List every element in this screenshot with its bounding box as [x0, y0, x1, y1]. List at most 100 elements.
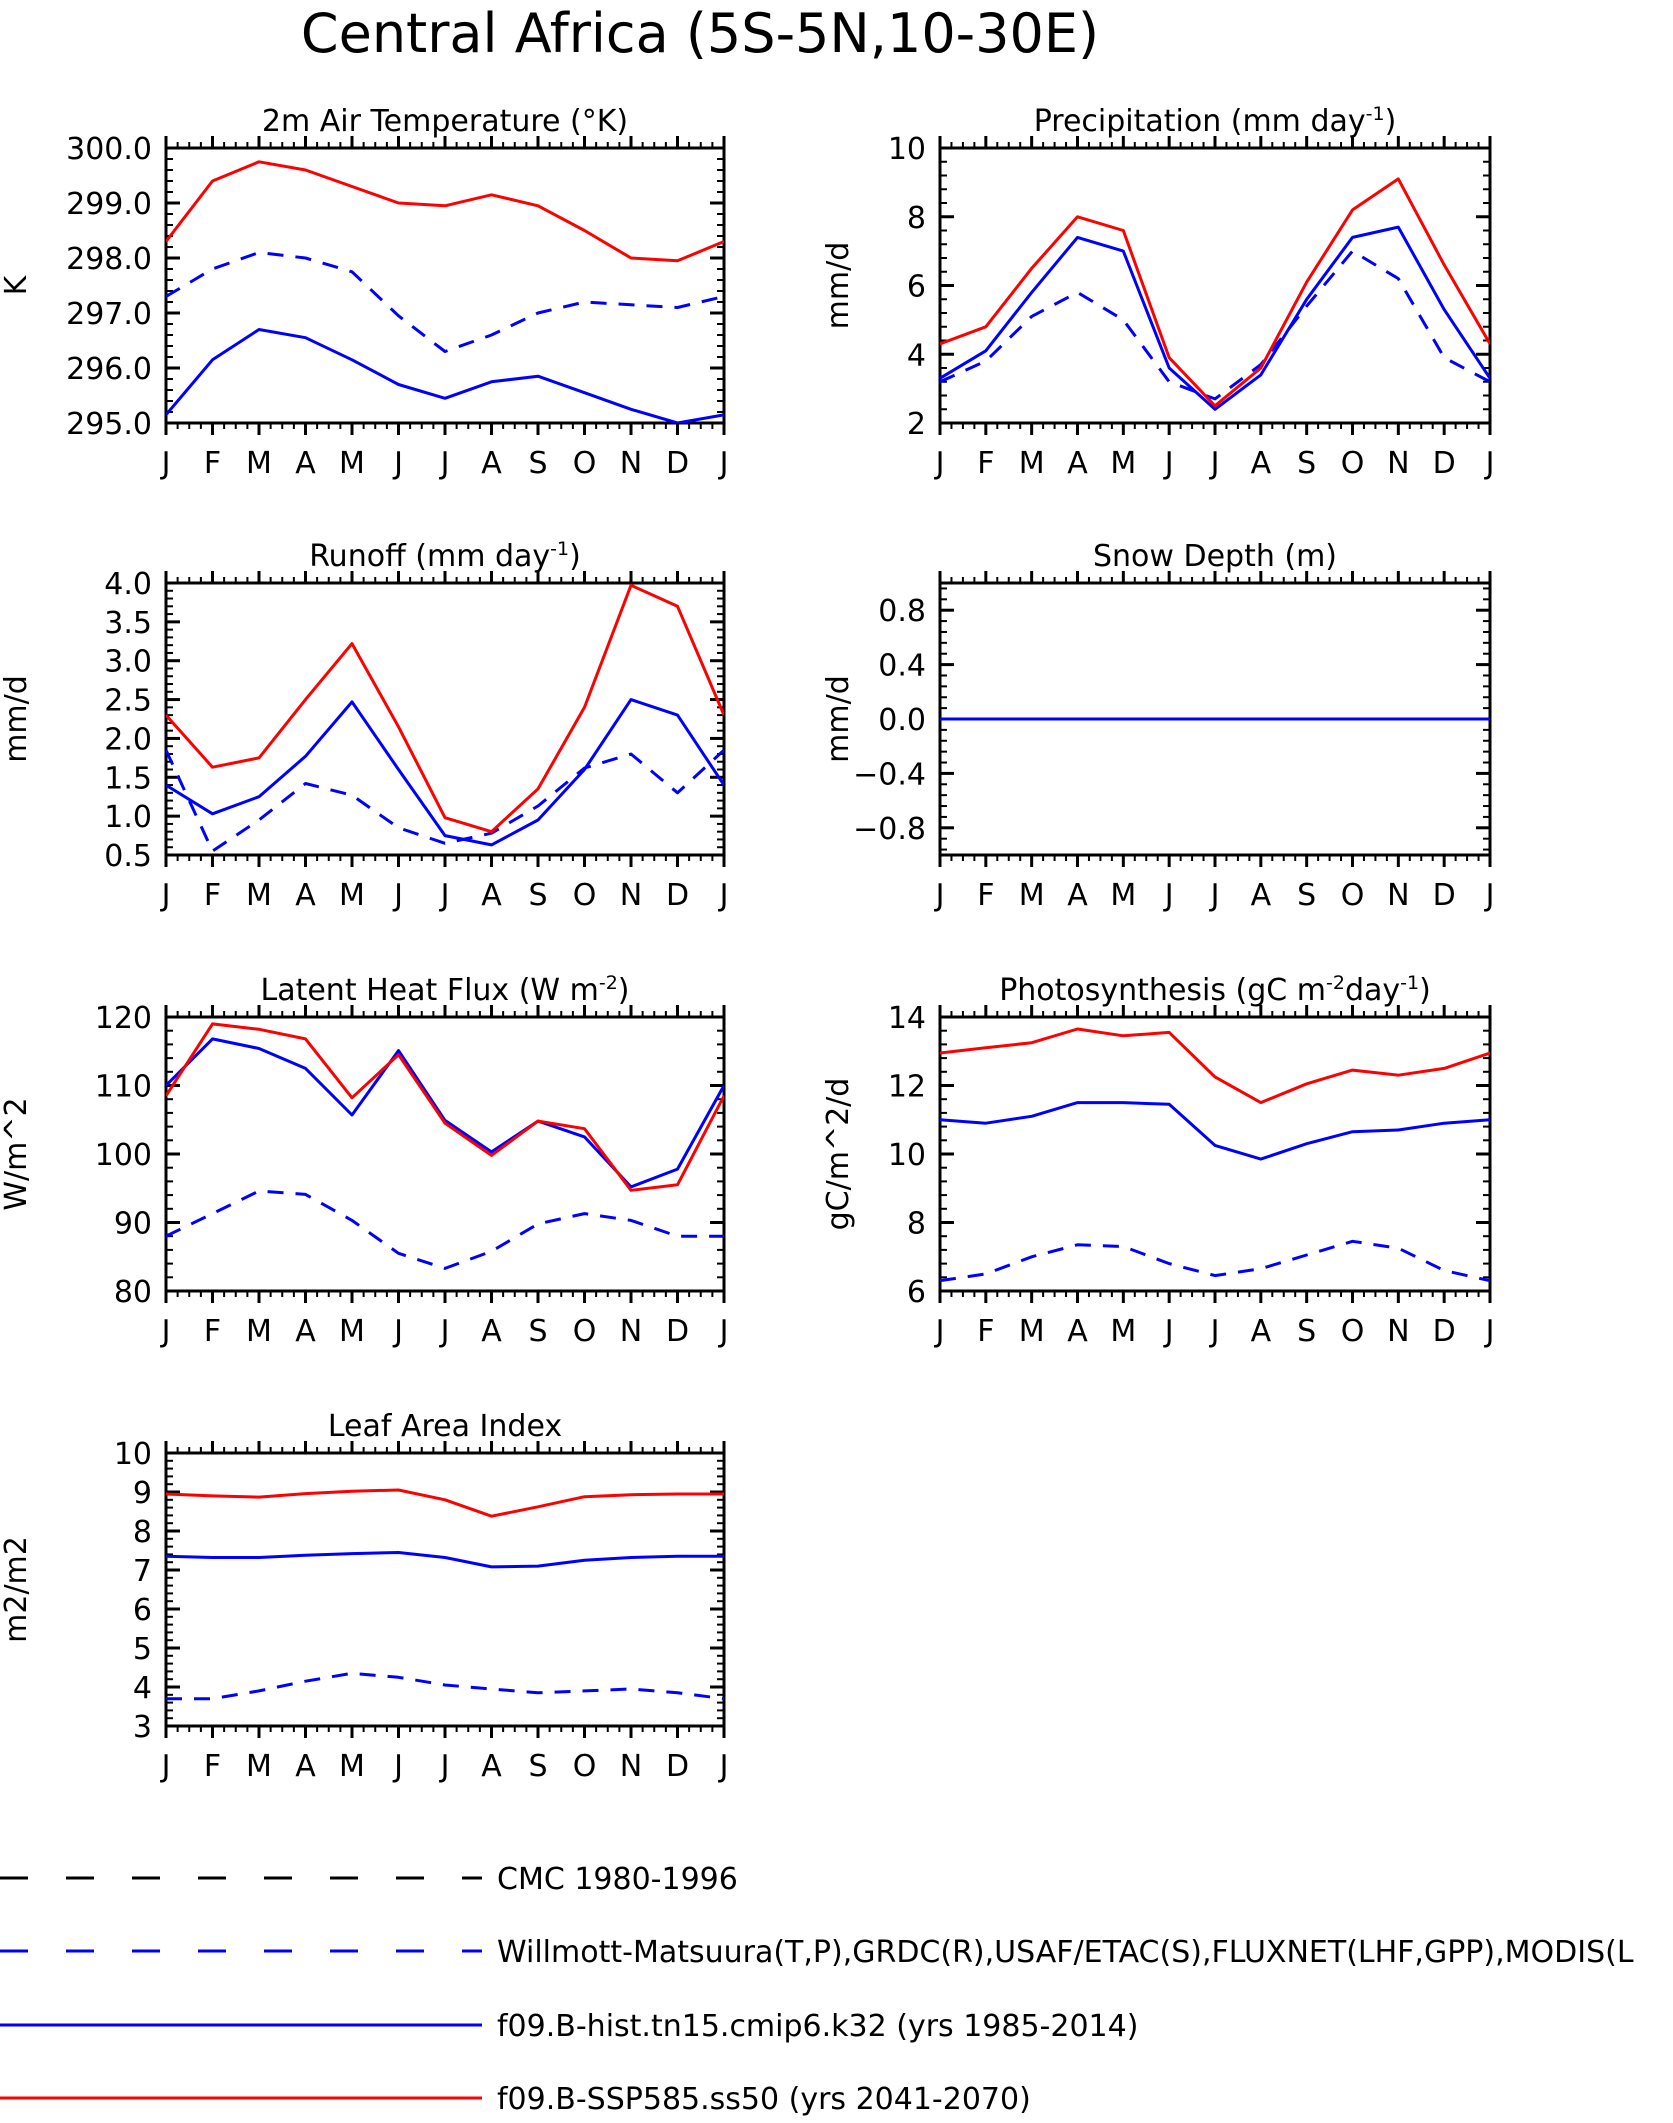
x-tick-label: A [1251, 446, 1272, 481]
x-tick-label: J [718, 1314, 729, 1349]
legend-label-hist: f09.B-hist.tn15.cmip6.k32 (yrs 1985-2014… [497, 2009, 1138, 2044]
y-tick-label: 296.0 [66, 352, 152, 387]
series-line-ssp [166, 583, 724, 834]
y-tick-label: 2.5 [104, 684, 152, 719]
x-tick-label: O [573, 446, 597, 481]
x-tick-label: F [204, 1749, 221, 1784]
series-line-obs [166, 748, 724, 853]
x-tick-label: A [295, 1749, 316, 1784]
series-line-hist [166, 328, 724, 423]
y-axis-label: K [0, 274, 34, 295]
y-tick-label: 8 [907, 201, 926, 236]
x-tick-label: F [977, 1314, 994, 1349]
y-tick-label: 12 [888, 1070, 926, 1105]
x-tick-label: S [1297, 446, 1316, 481]
plot-frame [938, 146, 1492, 425]
series-line-hist [166, 1037, 724, 1189]
y-tick-label: 0.4 [878, 649, 926, 684]
x-tick-label: D [666, 446, 689, 481]
x-tick-label: M [1110, 878, 1136, 913]
x-tick-label: A [481, 1314, 502, 1349]
x-tick-label: D [1433, 878, 1456, 913]
series-line-obs [166, 1671, 724, 1701]
chart-title: Runoff (mm day-1) [309, 538, 581, 574]
y-tick-label: 6 [907, 270, 926, 305]
x-tick-label: J [439, 1314, 450, 1349]
chart-title: Precipitation (mm day-1) [1034, 103, 1397, 139]
x-tick-label: D [666, 1314, 689, 1349]
x-tick-label: M [339, 878, 365, 913]
y-tick-label: 3.5 [104, 606, 152, 641]
y-tick-label: 9 [133, 1476, 152, 1511]
y-tick-label: 14 [888, 1001, 926, 1036]
y-tick-label: 0.0 [878, 703, 926, 738]
x-tick-label: A [1067, 1314, 1088, 1349]
y-axis-label: W/m^2 [0, 1097, 34, 1210]
series-line-hist [166, 698, 724, 847]
y-tick-label: 2 [907, 407, 926, 442]
x-tick-label: N [1387, 446, 1409, 481]
x-tick-label: F [204, 446, 221, 481]
x-tick-label: A [481, 878, 502, 913]
legend-label-ssp: f09.B-SSP585.ss50 (yrs 2041-2070) [497, 2082, 1031, 2117]
x-tick-label: J [1209, 446, 1220, 481]
x-tick-label: O [573, 1314, 597, 1349]
x-tick-label: A [295, 446, 316, 481]
y-tick-label: 80 [114, 1275, 152, 1310]
y-tick-label: 0.8 [878, 594, 926, 629]
chart-title: Leaf Area Index [328, 1409, 562, 1444]
y-tick-label: 120 [95, 1001, 152, 1036]
x-tick-label: S [528, 1749, 547, 1784]
x-tick-label: D [1433, 1314, 1456, 1349]
x-tick-label: O [1341, 878, 1365, 913]
x-tick-label: F [204, 1314, 221, 1349]
x-tick-label: M [1019, 446, 1045, 481]
y-axis-label: m2/m2 [0, 1536, 34, 1643]
y-tick-label: 3.0 [104, 645, 152, 680]
y-tick-label: 10 [888, 132, 926, 167]
x-tick-label: J [1484, 1314, 1495, 1349]
x-tick-label: M [246, 878, 272, 913]
x-tick-label: A [1251, 878, 1272, 913]
x-tick-label: A [295, 1314, 316, 1349]
y-tick-label: 2.0 [104, 722, 152, 757]
x-tick-label: M [1110, 1314, 1136, 1349]
y-tick-label: 297.0 [66, 297, 152, 332]
x-tick-label: S [1297, 878, 1316, 913]
y-tick-label: 8 [133, 1515, 152, 1550]
plot-frame [938, 1015, 1492, 1293]
x-tick-label: J [1209, 1314, 1220, 1349]
x-tick-label: N [620, 1749, 642, 1784]
series-line-ssp [166, 160, 724, 263]
y-tick-label: 3 [133, 1710, 152, 1745]
chart-title: Snow Depth (m) [1093, 539, 1337, 574]
plot-frame [164, 146, 726, 425]
x-tick-label: J [1209, 878, 1220, 913]
y-tick-label: −0.4 [853, 757, 926, 792]
x-tick-label: J [392, 1749, 403, 1784]
x-tick-label: J [160, 878, 171, 913]
x-tick-label: J [934, 1314, 945, 1349]
plot-frame [164, 1015, 726, 1293]
x-tick-label: M [1019, 1314, 1045, 1349]
x-tick-label: M [339, 446, 365, 481]
x-tick-label: M [246, 1749, 272, 1784]
y-tick-label: 1.5 [104, 761, 152, 796]
chart-title: 2m Air Temperature (°K) [262, 104, 628, 139]
y-tick-label: 6 [907, 1275, 926, 1310]
plot-frame [164, 581, 726, 857]
series-line-ssp [166, 1488, 724, 1518]
x-tick-label: D [1433, 446, 1456, 481]
y-axis-label: mm/d [0, 675, 34, 763]
x-tick-label: J [439, 446, 450, 481]
x-tick-label: F [977, 878, 994, 913]
x-tick-label: J [1484, 878, 1495, 913]
x-tick-label: A [1251, 1314, 1272, 1349]
x-tick-label: A [481, 446, 502, 481]
